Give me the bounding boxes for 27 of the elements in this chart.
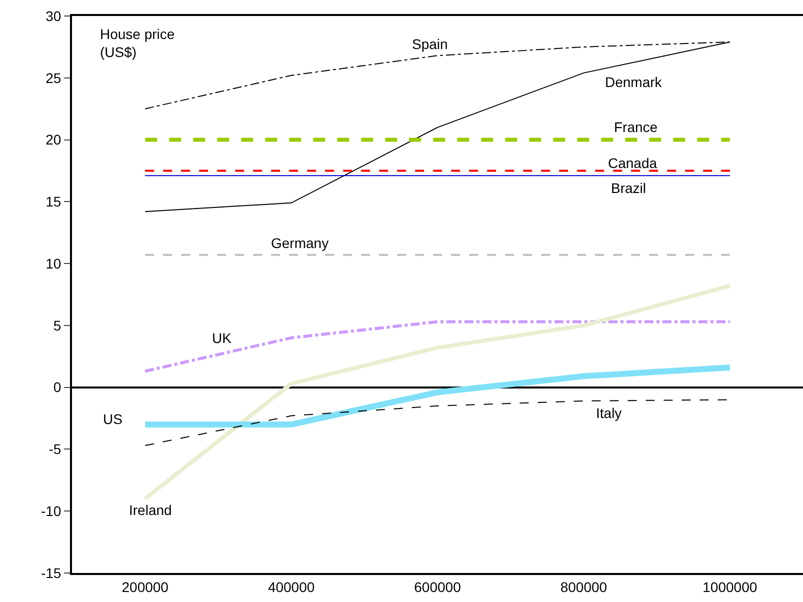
x-tick-label: 800000 (560, 578, 608, 595)
series-label: Germany (271, 235, 329, 251)
series-label: France (614, 119, 658, 135)
line-series (143, 284, 732, 501)
series-label: Italy (596, 405, 622, 421)
x-tick-label: 1000000 (702, 578, 758, 595)
series-label: Canada (608, 155, 658, 171)
series-label: Spain (412, 36, 448, 52)
y-tick-label: 5 (53, 317, 62, 334)
y-tick-label: 25 (46, 70, 62, 86)
y-tick-label: 10 (46, 255, 62, 272)
series-label: UK (212, 330, 232, 346)
y-axis-title: House price (US$) (100, 26, 175, 60)
x-tick-label: 400000 (268, 578, 315, 595)
y-tick-label: -5 (48, 441, 62, 458)
series-label: Brazil (611, 180, 646, 196)
y-tick-label: 20 (46, 132, 62, 148)
y-tick-label: 30 (46, 8, 62, 24)
x-tick-label: 600000 (414, 578, 462, 595)
y-tick-label: 15 (46, 194, 62, 210)
x-tick-label: 200000 (122, 578, 169, 595)
series-label: Ireland (129, 502, 172, 518)
series-label: Denmark (605, 74, 663, 90)
y-tick-label: -10 (40, 503, 62, 520)
y-tick-label: -15 (40, 564, 62, 581)
y-tick-label: 0 (53, 379, 62, 396)
series-label: US (103, 411, 122, 427)
